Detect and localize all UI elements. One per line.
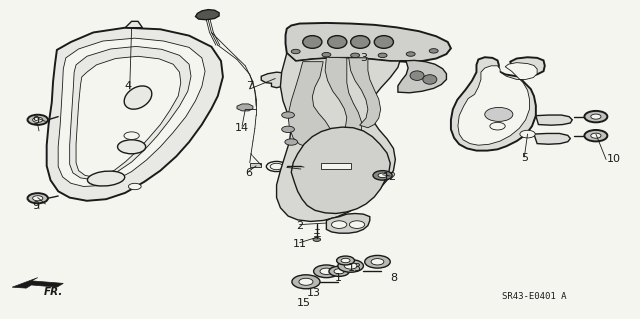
Circle shape bbox=[320, 268, 333, 274]
Polygon shape bbox=[76, 56, 180, 177]
Polygon shape bbox=[534, 133, 570, 144]
Ellipse shape bbox=[410, 71, 424, 80]
Polygon shape bbox=[195, 10, 219, 20]
Text: FR.: FR. bbox=[44, 287, 63, 297]
Text: 7: 7 bbox=[246, 81, 253, 92]
Circle shape bbox=[33, 196, 43, 201]
Polygon shape bbox=[325, 57, 362, 140]
Polygon shape bbox=[288, 62, 333, 147]
Text: 15: 15 bbox=[297, 298, 311, 308]
Circle shape bbox=[28, 115, 48, 125]
Circle shape bbox=[365, 256, 390, 268]
Circle shape bbox=[299, 278, 313, 285]
Polygon shape bbox=[12, 278, 63, 288]
Ellipse shape bbox=[423, 75, 437, 84]
Polygon shape bbox=[451, 57, 545, 151]
Circle shape bbox=[292, 275, 320, 289]
Polygon shape bbox=[47, 28, 223, 201]
Circle shape bbox=[484, 108, 513, 122]
Ellipse shape bbox=[88, 171, 125, 186]
Text: 5: 5 bbox=[521, 153, 528, 163]
Circle shape bbox=[322, 52, 331, 57]
Circle shape bbox=[124, 132, 140, 139]
Circle shape bbox=[373, 171, 392, 180]
Polygon shape bbox=[125, 21, 143, 28]
Text: 12: 12 bbox=[383, 172, 397, 182]
Circle shape bbox=[406, 52, 415, 56]
Polygon shape bbox=[398, 60, 447, 93]
Circle shape bbox=[129, 183, 141, 190]
Ellipse shape bbox=[351, 36, 370, 48]
Circle shape bbox=[378, 173, 387, 178]
Circle shape bbox=[285, 139, 298, 145]
Circle shape bbox=[28, 193, 48, 203]
Text: 13: 13 bbox=[348, 263, 362, 273]
Ellipse shape bbox=[124, 86, 152, 109]
Circle shape bbox=[351, 53, 360, 57]
Circle shape bbox=[349, 221, 365, 228]
Circle shape bbox=[591, 114, 601, 119]
Text: 11: 11 bbox=[292, 239, 307, 249]
Circle shape bbox=[313, 238, 321, 241]
Circle shape bbox=[329, 266, 349, 276]
Circle shape bbox=[334, 269, 344, 274]
Polygon shape bbox=[70, 47, 191, 180]
Circle shape bbox=[291, 49, 300, 54]
Text: 3: 3 bbox=[360, 53, 367, 63]
Polygon shape bbox=[285, 23, 451, 62]
Circle shape bbox=[378, 53, 387, 57]
Text: 2: 2 bbox=[296, 221, 303, 231]
Polygon shape bbox=[58, 38, 205, 187]
Circle shape bbox=[33, 117, 43, 122]
Circle shape bbox=[118, 140, 146, 154]
Ellipse shape bbox=[328, 36, 347, 48]
Polygon shape bbox=[237, 104, 253, 111]
Circle shape bbox=[282, 112, 294, 118]
Polygon shape bbox=[261, 72, 292, 88]
Polygon shape bbox=[349, 58, 381, 128]
Polygon shape bbox=[250, 163, 261, 167]
Text: 9: 9 bbox=[32, 116, 40, 126]
Text: 9: 9 bbox=[32, 201, 40, 211]
Circle shape bbox=[490, 122, 505, 130]
Text: 8: 8 bbox=[390, 273, 397, 283]
Circle shape bbox=[371, 259, 384, 265]
Text: 10: 10 bbox=[607, 154, 621, 165]
Circle shape bbox=[332, 221, 347, 228]
Ellipse shape bbox=[374, 36, 394, 48]
Circle shape bbox=[341, 258, 350, 263]
Circle shape bbox=[338, 260, 364, 272]
Text: 6: 6 bbox=[245, 168, 252, 178]
Polygon shape bbox=[291, 127, 390, 213]
Polygon shape bbox=[458, 63, 537, 145]
Polygon shape bbox=[321, 163, 351, 169]
Polygon shape bbox=[326, 213, 370, 233]
Polygon shape bbox=[536, 115, 572, 125]
Text: 14: 14 bbox=[235, 123, 249, 133]
Circle shape bbox=[337, 256, 355, 265]
Text: 4: 4 bbox=[125, 81, 132, 92]
Circle shape bbox=[282, 126, 294, 132]
Text: 13: 13 bbox=[307, 288, 321, 298]
Polygon shape bbox=[276, 53, 400, 221]
Circle shape bbox=[429, 49, 438, 53]
Circle shape bbox=[584, 130, 607, 141]
Circle shape bbox=[344, 263, 357, 269]
Circle shape bbox=[591, 133, 601, 138]
Text: SR43-E0401 A: SR43-E0401 A bbox=[502, 292, 566, 301]
Circle shape bbox=[314, 265, 339, 278]
Circle shape bbox=[584, 111, 607, 122]
Text: 1: 1 bbox=[334, 273, 341, 283]
Ellipse shape bbox=[303, 36, 322, 48]
Circle shape bbox=[520, 130, 535, 138]
